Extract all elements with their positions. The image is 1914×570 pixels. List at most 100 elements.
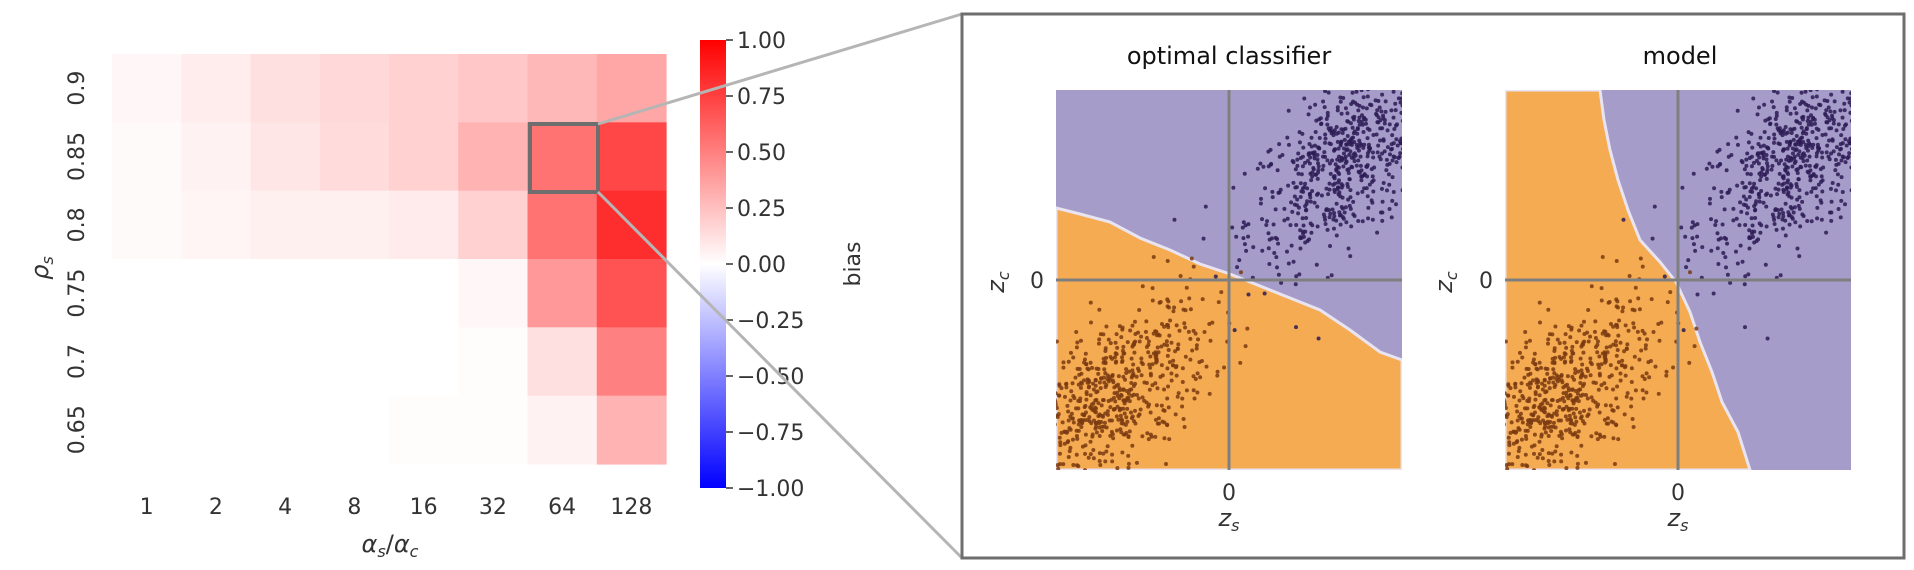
scatter-point bbox=[1072, 396, 1077, 401]
scatter-point bbox=[1062, 429, 1067, 434]
scatter-point bbox=[1110, 459, 1115, 464]
scatter-point bbox=[1733, 249, 1738, 254]
scatter-point bbox=[1505, 391, 1507, 396]
scatter-point bbox=[1264, 222, 1269, 227]
scatter-point bbox=[1338, 95, 1343, 100]
scatter-point bbox=[1644, 390, 1649, 395]
scatter-point bbox=[1650, 236, 1655, 241]
heatmap-cell-0.85-32 bbox=[458, 122, 529, 192]
scatter-point bbox=[1312, 200, 1317, 205]
scatter-point bbox=[1850, 137, 1851, 141]
scatter-point bbox=[1614, 297, 1619, 302]
scatter-point bbox=[1082, 405, 1087, 410]
scatter-point bbox=[1378, 126, 1383, 131]
scatter-point bbox=[1349, 224, 1354, 229]
scatter-point bbox=[1309, 230, 1314, 235]
scatter-point bbox=[1124, 431, 1129, 436]
scatter-point bbox=[1401, 137, 1402, 141]
scatter-point bbox=[1711, 291, 1716, 296]
scatter-point bbox=[1277, 142, 1282, 147]
scatter-point bbox=[1523, 345, 1528, 350]
scatter-point bbox=[1559, 432, 1564, 437]
panel-title-model: model bbox=[1643, 42, 1718, 70]
scatter-point bbox=[1294, 274, 1299, 279]
heatmap-cell-0.9-4 bbox=[250, 54, 321, 123]
scatter-point bbox=[1071, 462, 1076, 467]
heatmap-cell-0.9-1 bbox=[112, 54, 182, 123]
scatter-point bbox=[1524, 436, 1529, 441]
scatter-point bbox=[1056, 402, 1058, 407]
scatter-point bbox=[1645, 337, 1650, 342]
scatter-point bbox=[1797, 149, 1802, 154]
scatter-point bbox=[1359, 119, 1364, 124]
scatter-point bbox=[1752, 229, 1757, 234]
scatter-point bbox=[1126, 461, 1131, 466]
scatter-point bbox=[1824, 108, 1829, 113]
scatter-point bbox=[1370, 217, 1375, 222]
scatter-point bbox=[1097, 459, 1102, 464]
scatter-point bbox=[1505, 414, 1509, 419]
scatter-point bbox=[1348, 188, 1353, 193]
scatter-point bbox=[1121, 374, 1126, 379]
scatter-point bbox=[1293, 325, 1298, 330]
scatter-point bbox=[1355, 191, 1360, 196]
scatter-point bbox=[1744, 157, 1749, 162]
scatter-point bbox=[1764, 153, 1769, 158]
scatter-point bbox=[1753, 201, 1758, 206]
scatter-point bbox=[1570, 406, 1575, 411]
scatter-point bbox=[1195, 390, 1200, 395]
scatter-point bbox=[1183, 325, 1188, 330]
scatter-point bbox=[1171, 358, 1176, 363]
scatter-point bbox=[1830, 137, 1835, 142]
scatter-point bbox=[1731, 206, 1736, 211]
scatter-point bbox=[1381, 113, 1386, 118]
scatter-point bbox=[1715, 149, 1720, 154]
scatter-point bbox=[1758, 178, 1763, 183]
scatter-point bbox=[1752, 181, 1757, 186]
scatter-point bbox=[1792, 205, 1797, 210]
scatter-point bbox=[1572, 377, 1577, 382]
scatter-point bbox=[1621, 217, 1626, 222]
scatter-point bbox=[1190, 348, 1195, 353]
scatter-point bbox=[1388, 152, 1393, 157]
scatter-point bbox=[1824, 150, 1829, 155]
scatter-point bbox=[1294, 185, 1299, 190]
scatter-point bbox=[1376, 143, 1381, 148]
scatter-point bbox=[1357, 122, 1362, 127]
colorbar-ticks: 1.000.750.500.250.00−0.25−0.50−0.75−1.00 bbox=[726, 29, 804, 502]
scatter-point bbox=[1295, 157, 1300, 162]
scatter-point bbox=[1307, 141, 1312, 146]
scatter-point bbox=[1534, 366, 1539, 371]
scatter-point bbox=[1616, 333, 1621, 338]
ylabel-left: zc bbox=[982, 271, 1013, 294]
scatter-point bbox=[1779, 207, 1784, 212]
scatter-point bbox=[1800, 115, 1805, 120]
scatter-point bbox=[1785, 154, 1790, 159]
scatter-point bbox=[1379, 186, 1384, 191]
scatter-point bbox=[1356, 119, 1361, 124]
scatter-point bbox=[1557, 405, 1562, 410]
scatter-point bbox=[1154, 333, 1159, 338]
scatter-point bbox=[1102, 420, 1107, 425]
scatter-point bbox=[1614, 366, 1619, 371]
scatter-point bbox=[1787, 222, 1792, 227]
scatter-point bbox=[1614, 343, 1619, 348]
scatter-point bbox=[1261, 164, 1266, 169]
scatter-point bbox=[1210, 320, 1215, 325]
scatter-point bbox=[1066, 359, 1071, 364]
scatter-point bbox=[1193, 377, 1198, 382]
scatter-point bbox=[1376, 99, 1381, 104]
scatter-point bbox=[1801, 159, 1806, 164]
scatter-point bbox=[1814, 126, 1819, 131]
heatmap-x-tick: 2 bbox=[209, 495, 223, 520]
scatter-point bbox=[1390, 198, 1395, 203]
scatter-point bbox=[1079, 424, 1084, 429]
scatter-point bbox=[1773, 207, 1778, 212]
scatter-point bbox=[1623, 373, 1628, 378]
scatter-point bbox=[1065, 403, 1070, 408]
scatter-point bbox=[1127, 399, 1132, 404]
scatter-point bbox=[1574, 419, 1579, 424]
scatter-point bbox=[1692, 223, 1697, 228]
scatter-point bbox=[1662, 274, 1667, 279]
scatter-point bbox=[1681, 328, 1686, 333]
